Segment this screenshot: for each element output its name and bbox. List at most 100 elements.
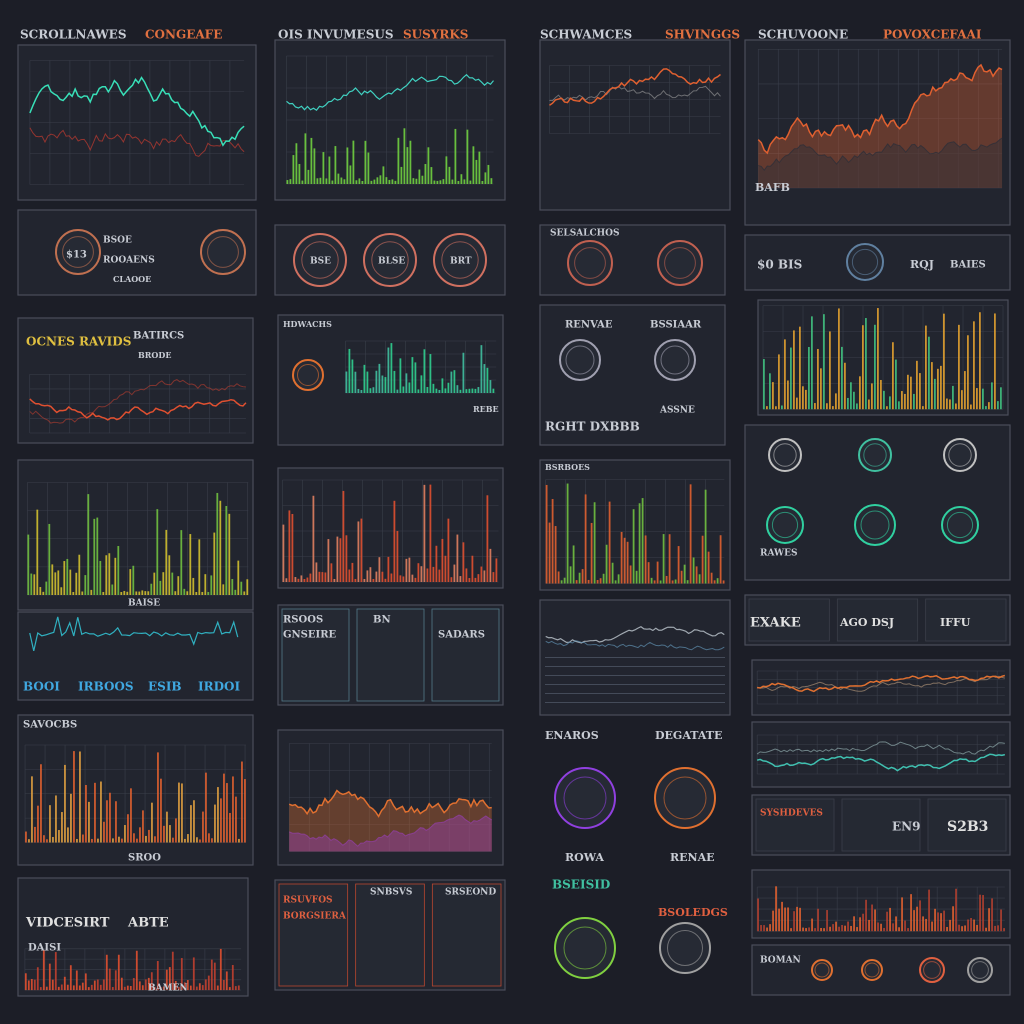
bar: [396, 389, 399, 393]
bar: [363, 364, 366, 393]
bar: [195, 592, 198, 595]
bar: [489, 380, 492, 393]
panel-label: SYSHDEVES: [760, 809, 823, 819]
bar: [964, 925, 966, 932]
panel: BOOI IRBOOS ESIB IRDOI: [17, 611, 254, 701]
bar: [123, 986, 126, 991]
bar: [120, 591, 123, 595]
bar: [294, 577, 297, 582]
bar: [790, 347, 792, 410]
bar: [823, 928, 825, 932]
bar: [910, 894, 912, 932]
bar: [24, 973, 27, 991]
bar: [713, 580, 716, 584]
bar: [181, 783, 183, 843]
bar: [412, 178, 415, 184]
bar: [769, 924, 771, 932]
bar: [895, 916, 897, 932]
bar: [662, 534, 665, 584]
bar: [61, 812, 63, 843]
bar: [33, 574, 36, 595]
gauge-inner: [948, 443, 972, 467]
row: [431, 883, 502, 987]
bar: [357, 521, 360, 582]
gauge-inner: [563, 776, 607, 820]
bar: [51, 979, 54, 991]
bar: [463, 179, 466, 184]
panel-label: ROOAENS: [103, 256, 155, 266]
bar: [204, 979, 207, 991]
bar: [117, 546, 120, 595]
bar: [229, 812, 231, 843]
bar: [922, 406, 924, 410]
bar: [435, 545, 438, 582]
trend-line: [29, 398, 247, 421]
bar: [781, 405, 783, 410]
bar: [309, 573, 312, 582]
bar: [478, 151, 481, 184]
bar: [976, 388, 978, 410]
bar: [156, 509, 159, 595]
bar: [916, 906, 918, 932]
row: [755, 798, 835, 852]
bar: [895, 359, 897, 410]
bar: [701, 535, 704, 584]
bar: [430, 167, 433, 184]
bar: [638, 503, 641, 584]
bar: [420, 566, 423, 582]
bar: [225, 505, 228, 595]
bar: [677, 546, 680, 584]
bar: [67, 827, 69, 843]
bar: [393, 500, 396, 582]
bar: [450, 577, 453, 582]
bar: [210, 959, 213, 991]
bar: [480, 566, 483, 582]
bar: [159, 987, 162, 991]
bar: [405, 373, 408, 393]
bar: [45, 986, 48, 991]
bar: [692, 557, 695, 584]
bar: [210, 575, 213, 595]
bar: [465, 389, 468, 393]
panel-label: BORGSIERA: [283, 912, 347, 922]
bar: [57, 570, 60, 595]
bar: [415, 178, 418, 184]
bar: [862, 913, 864, 932]
bar: [195, 986, 198, 991]
bar: [141, 590, 144, 595]
bar: [318, 571, 321, 582]
bar: [593, 502, 596, 584]
gauge-inner: [207, 236, 239, 268]
bar: [545, 484, 548, 584]
bar: [799, 326, 801, 410]
bar: [477, 574, 480, 582]
bar: [244, 779, 246, 843]
bar: [402, 386, 405, 393]
bar: [868, 399, 870, 410]
bar: [623, 537, 626, 584]
bar: [447, 382, 450, 393]
bar: [289, 179, 292, 184]
bar: [665, 575, 668, 584]
panel-label: BN: [373, 615, 391, 626]
bar: [805, 389, 807, 410]
gauge-inner: [664, 247, 696, 279]
bar: [880, 379, 882, 410]
bar: [877, 922, 879, 932]
bar: [376, 177, 379, 184]
gauge-inner: [441, 241, 479, 279]
bar: [42, 591, 45, 595]
bar: [163, 825, 165, 843]
bar: [799, 907, 801, 932]
column-title: SCHUVOONE: [758, 28, 848, 42]
panel-label: BAMEN: [148, 984, 188, 994]
bar: [653, 580, 656, 584]
bar: [28, 839, 30, 843]
bar: [306, 577, 309, 582]
row: [356, 608, 425, 702]
bar: [36, 509, 39, 595]
column-tag: POVOXCEFAAI: [883, 28, 982, 42]
bar: [859, 376, 861, 410]
bar: [43, 835, 45, 843]
bar: [103, 821, 105, 843]
